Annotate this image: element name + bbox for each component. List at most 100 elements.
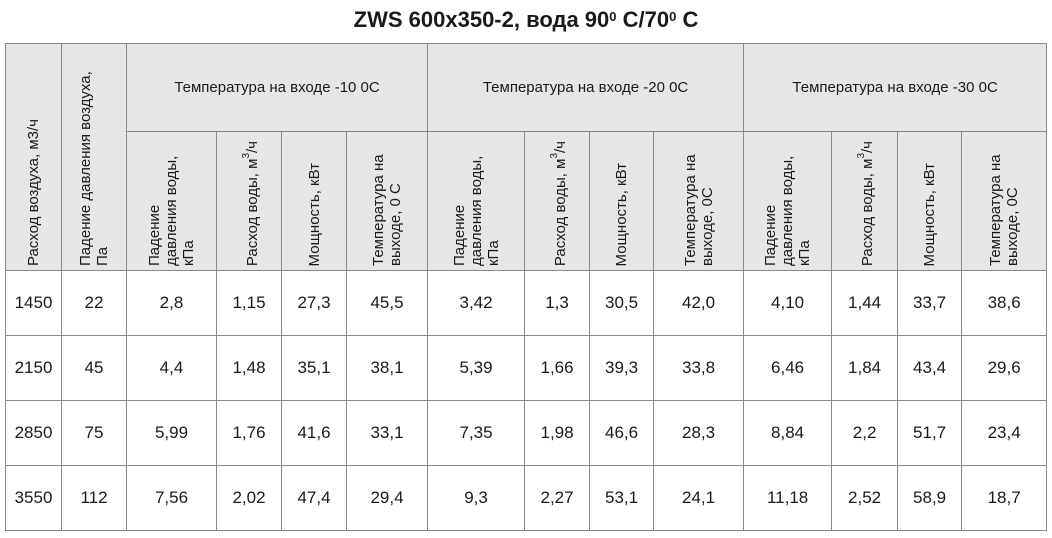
header-air-pressure-label: Падение давления воздуха, Па <box>77 71 111 266</box>
water-flow-sup: 3 <box>548 152 560 159</box>
water-flow-prefix: Расход воды, м <box>551 158 569 266</box>
cell-power: 43,4 <box>897 335 963 401</box>
cell-water-flow: 1,15 <box>216 270 282 336</box>
header-power: Мощность, кВт <box>281 131 347 271</box>
cell-power: 27,3 <box>281 270 347 336</box>
header-group-minus20: Температура на входе -20 0С <box>427 43 745 132</box>
title-degree-1: 0 <box>609 9 617 24</box>
header-row-subcolumns: Падение давления воды, кПа Расход воды, … <box>6 131 1048 271</box>
header-airflow: Расход воздуха, м3/ч <box>5 43 62 271</box>
cell-airflow: 1450 <box>5 270 62 336</box>
cell-water-pressure: 4,4 <box>126 335 217 401</box>
header-group-minus30: Температура на входе -30 0С <box>743 43 1048 132</box>
cell-water-pressure: 4,10 <box>743 270 833 336</box>
cell-outlet-temp: 29,6 <box>961 335 1048 401</box>
water-flow-sup: 3 <box>240 152 252 159</box>
subheader-label: Расход воды, м3/ч <box>546 141 569 266</box>
header-water-pressure: Падение давления воды, кПа <box>427 131 526 271</box>
cell-water-pressure: 3,42 <box>427 270 526 336</box>
header-power: Мощность, кВт <box>897 131 963 271</box>
cell-air-pressure: 22 <box>61 270 127 336</box>
cell-airflow: 2850 <box>5 400 62 466</box>
cell-power: 30,5 <box>589 270 655 336</box>
cell-water-pressure: 9,3 <box>427 465 526 531</box>
water-flow-suffix: /ч <box>551 140 569 153</box>
table-title: ZWS 600х350-2, вода 900 С/700 С <box>0 6 1052 34</box>
subheader-label: Температура на выходе, 0 С <box>370 154 405 266</box>
cell-water-flow: 1,84 <box>831 335 899 401</box>
cell-water-flow: 1,3 <box>524 270 591 336</box>
water-flow-sup: 3 <box>856 152 868 159</box>
header-water-flow: Расход воды, м3/ч <box>524 131 591 271</box>
cell-water-flow: 2,52 <box>831 465 899 531</box>
cell-water-pressure: 7,56 <box>126 465 217 531</box>
group-label: Температура на входе -20 0С <box>482 79 689 96</box>
cell-outlet-temp: 18,7 <box>961 465 1048 531</box>
water-flow-prefix: Расход воды, м <box>859 158 877 266</box>
cell-air-pressure: 112 <box>61 465 127 531</box>
header-power: Мощность, кВт <box>589 131 655 271</box>
cell-water-pressure: 7,35 <box>427 400 526 466</box>
header-row-groups: Расход воздуха, м3/ч Падение давления во… <box>5 43 1048 271</box>
cell-outlet-temp: 29,4 <box>345 465 429 531</box>
cell-water-flow: 1,76 <box>216 400 282 466</box>
table-row: 1450 22 2,8 1,15 27,3 45,5 3,42 1,3 30,5… <box>5 270 1048 336</box>
performance-table: Расход воздуха, м3/ч Падение давления во… <box>5 43 1048 531</box>
cell-airflow: 2150 <box>5 335 62 401</box>
cell-outlet-temp: 33,1 <box>345 400 429 466</box>
header-air-pressure: Падение давления воздуха, Па <box>61 43 127 271</box>
cell-water-flow: 2,02 <box>216 465 282 531</box>
cell-water-flow: 1,44 <box>831 270 899 336</box>
cell-power: 41,6 <box>281 400 347 466</box>
water-flow-prefix: Расход воды, м <box>243 158 261 266</box>
cell-air-pressure: 45 <box>61 335 127 401</box>
header-group-minus10: Температура на входе -10 0С <box>125 43 429 132</box>
header-water-pressure: Падение давления воды, кПа <box>126 131 217 271</box>
group-label: Температура на входе -30 0С <box>792 79 998 96</box>
cell-power: 47,4 <box>281 465 347 531</box>
cell-water-pressure: 6,46 <box>743 335 833 401</box>
subheader-label: Расход воды, м3/ч <box>238 141 261 266</box>
group-label: Температура на входе -10 0С <box>174 79 380 96</box>
water-flow-suffix: /ч <box>243 140 261 153</box>
subheader-label: Мощность, кВт <box>305 162 323 266</box>
table-row: 2150 45 4,4 1,48 35,1 38,1 5,39 1,66 39,… <box>5 335 1048 401</box>
header-airflow-label: Расход воздуха, м3/ч <box>25 118 42 266</box>
header-outlet-temp: Температура на выходе, 0 С <box>345 131 429 271</box>
cell-water-pressure: 5,99 <box>126 400 217 466</box>
header-outlet-temp: Температура на выходе, 0С <box>653 131 745 271</box>
cell-water-pressure: 5,39 <box>427 335 526 401</box>
cell-power: 51,7 <box>897 400 963 466</box>
title-suffix: С <box>676 7 699 32</box>
title-middle: С/70 <box>616 7 670 32</box>
cell-water-flow: 1,66 <box>524 335 591 401</box>
cell-outlet-temp: 38,1 <box>345 335 429 401</box>
cell-power: 46,6 <box>589 400 655 466</box>
cell-power: 58,9 <box>897 465 963 531</box>
subheader-label: Падение давления воды, кПа <box>450 155 502 266</box>
cell-water-pressure: 8,84 <box>743 400 833 466</box>
cell-water-pressure: 11,18 <box>743 465 833 531</box>
header-water-flow: Расход воды, м3/ч <box>216 131 282 271</box>
table-row: 3550 112 7,56 2,02 47,4 29,4 9,3 2,27 53… <box>5 465 1048 531</box>
header-water-pressure: Падение давления воды, кПа <box>743 131 833 271</box>
cell-outlet-temp: 38,6 <box>961 270 1048 336</box>
cell-power: 35,1 <box>281 335 347 401</box>
subheader-label: Мощность, кВт <box>613 162 631 266</box>
cell-power: 53,1 <box>589 465 655 531</box>
cell-outlet-temp: 33,8 <box>653 335 745 401</box>
cell-power: 33,7 <box>897 270 963 336</box>
cell-air-pressure: 75 <box>61 400 127 466</box>
cell-water-flow: 2,27 <box>524 465 591 531</box>
cell-water-flow: 1,48 <box>216 335 282 401</box>
cell-outlet-temp: 45,5 <box>345 270 429 336</box>
subheader-label: Мощность, кВт <box>921 162 939 266</box>
subheader-label: Температура на выходе, 0С <box>987 154 1022 266</box>
table-row: 2850 75 5,99 1,76 41,6 33,1 7,35 1,98 46… <box>5 400 1048 466</box>
subheader-label: Падение давления воды, кПа <box>762 155 814 266</box>
cell-water-pressure: 2,8 <box>126 270 217 336</box>
subheader-label: Падение давления воды, кПа <box>146 155 197 266</box>
title-prefix: ZWS 600х350-2, вода 90 <box>353 7 610 32</box>
cell-water-flow: 2,2 <box>831 400 899 466</box>
subheader-label: Температура на выходе, 0С <box>681 154 716 266</box>
